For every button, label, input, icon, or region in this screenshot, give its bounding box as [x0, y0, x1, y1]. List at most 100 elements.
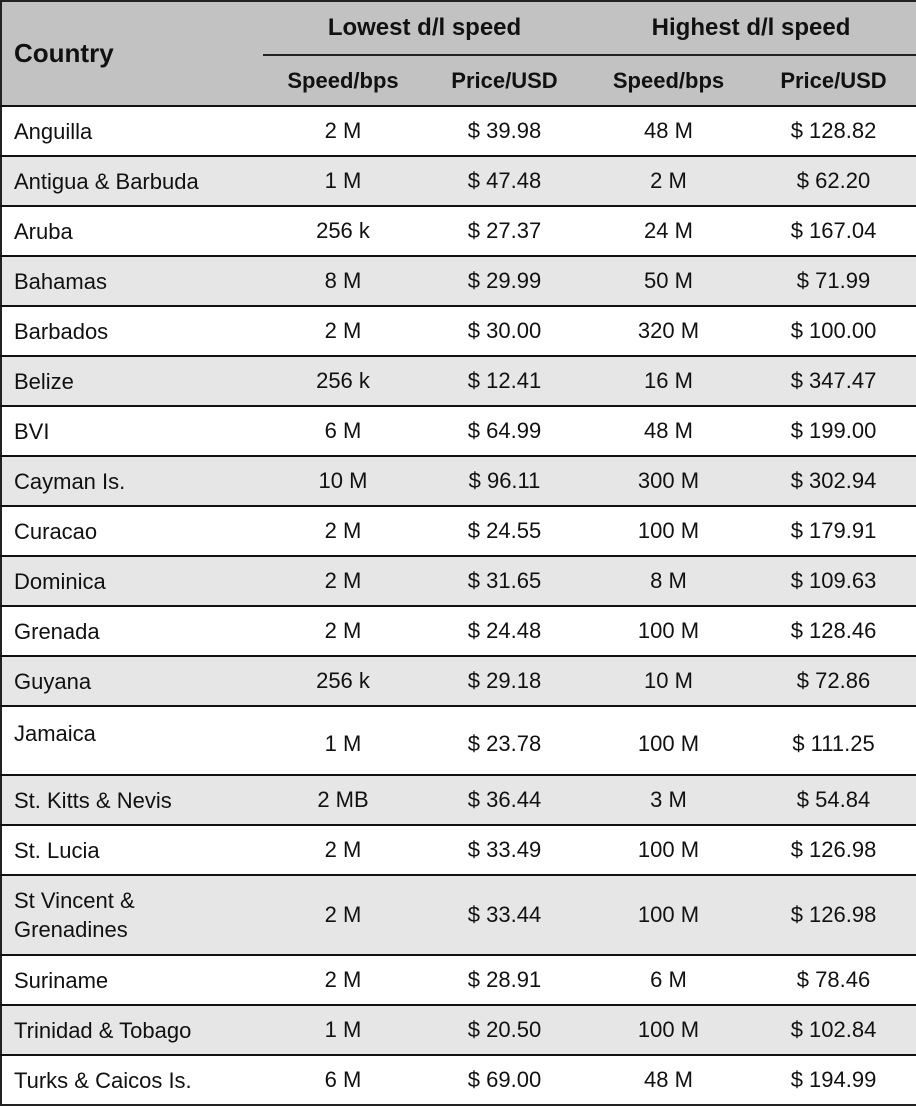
cell-country: St. Kitts & Nevis: [1, 774, 263, 825]
cell-low-speed: 6 M: [263, 1054, 423, 1105]
cell-low-speed: 2 M: [263, 954, 423, 1005]
cell-low-speed: 1 M: [263, 705, 423, 775]
cell-low-speed: 2 M: [263, 874, 423, 955]
cell-country: Grenada: [1, 605, 263, 656]
cell-low-speed: 2 M: [263, 505, 423, 556]
cell-low-price: $ 23.78: [423, 705, 586, 775]
cell-low-price: $ 29.18: [423, 655, 586, 706]
cell-low-price: $ 24.48: [423, 605, 586, 656]
cell-low-price: $ 31.65: [423, 555, 586, 606]
table-row: St. Lucia 2 M $ 33.49 100 M $ 126.98: [1, 824, 916, 875]
cell-high-speed: 48 M: [586, 405, 751, 456]
header-high-price: Price/USD: [751, 55, 916, 106]
cell-high-price: $ 62.20: [751, 155, 916, 206]
header-highest-speed-group: Highest d/l speed: [586, 1, 916, 56]
cell-low-speed: 1 M: [263, 1004, 423, 1055]
cell-low-price: $ 96.11: [423, 455, 586, 506]
table-body: Anguilla 2 M $ 39.98 48 M $ 128.82 Antigua & …: [1, 105, 916, 1105]
cell-country: Trinidad & Tobago: [1, 1004, 263, 1055]
cell-high-speed: 100 M: [586, 605, 751, 656]
cell-low-price: $ 27.37: [423, 205, 586, 256]
cell-high-price: $ 78.46: [751, 954, 916, 1005]
cell-high-speed: 50 M: [586, 255, 751, 306]
cell-country: Turks & Caicos Is.: [1, 1054, 263, 1105]
cell-high-speed: 16 M: [586, 355, 751, 406]
table-row: St Vincent & Grenadines 2 M $ 33.44 100 M $ …: [1, 874, 916, 955]
cell-high-price: $ 128.82: [751, 105, 916, 156]
table-row: Grenada 2 M $ 24.48 100 M $ 128.46: [1, 605, 916, 656]
cell-country: Belize: [1, 355, 263, 406]
cell-low-price: $ 33.44: [423, 874, 586, 955]
table-row: Cayman Is. 10 M $ 96.11 300 M $ 302.94: [1, 455, 916, 506]
cell-low-price: $ 12.41: [423, 355, 586, 406]
cell-high-price: $ 194.99: [751, 1054, 916, 1105]
table-row: Bahamas 8 M $ 29.99 50 M $ 71.99: [1, 255, 916, 306]
cell-high-price: $ 302.94: [751, 455, 916, 506]
cell-high-price: $ 128.46: [751, 605, 916, 656]
cell-low-price: $ 47.48: [423, 155, 586, 206]
cell-high-speed: 48 M: [586, 105, 751, 156]
header-high-speed: Speed/bps: [586, 55, 751, 106]
cell-country: Antigua & Barbuda: [1, 155, 263, 206]
cell-high-price: $ 102.84: [751, 1004, 916, 1055]
cell-high-price: $ 167.04: [751, 205, 916, 256]
header-country: Country: [1, 1, 263, 106]
cell-high-speed: 100 M: [586, 705, 751, 775]
cell-high-price: $ 126.98: [751, 874, 916, 955]
cell-high-speed: 8 M: [586, 555, 751, 606]
cell-high-price: $ 126.98: [751, 824, 916, 875]
table-row: Anguilla 2 M $ 39.98 48 M $ 128.82: [1, 105, 916, 156]
table-row: Turks & Caicos Is. 6 M $ 69.00 48 M $ 194.99: [1, 1054, 916, 1105]
table-row: Belize 256 k $ 12.41 16 M $ 347.47: [1, 355, 916, 406]
cell-low-speed: 256 k: [263, 655, 423, 706]
cell-high-price: $ 72.86: [751, 655, 916, 706]
cell-high-price: $ 100.00: [751, 305, 916, 356]
cell-low-speed: 2 M: [263, 555, 423, 606]
cell-high-price: $ 199.00: [751, 405, 916, 456]
cell-high-price: $ 109.63: [751, 555, 916, 606]
cell-high-price: $ 71.99: [751, 255, 916, 306]
cell-low-speed: 2 M: [263, 824, 423, 875]
header-lowest-speed-group: Lowest d/l speed: [263, 1, 586, 56]
table-row: Suriname 2 M $ 28.91 6 M $ 78.46: [1, 954, 916, 1005]
table-row: Jamaica 1 M $ 23.78 100 M $ 111.25: [1, 705, 916, 775]
table-row: Guyana 256 k $ 29.18 10 M $ 72.86: [1, 655, 916, 706]
cell-low-price: $ 30.00: [423, 305, 586, 356]
cell-high-speed: 300 M: [586, 455, 751, 506]
cell-low-price: $ 36.44: [423, 774, 586, 825]
header-low-speed: Speed/bps: [263, 55, 423, 106]
cell-high-speed: 320 M: [586, 305, 751, 356]
cell-country: Barbados: [1, 305, 263, 356]
table-row: BVI 6 M $ 64.99 48 M $ 199.00: [1, 405, 916, 456]
cell-high-speed: 24 M: [586, 205, 751, 256]
cell-high-speed: 100 M: [586, 505, 751, 556]
cell-high-price: $ 111.25: [751, 705, 916, 775]
cell-country: Curacao: [1, 505, 263, 556]
cell-low-speed: 1 M: [263, 155, 423, 206]
table-row: Barbados 2 M $ 30.00 320 M $ 100.00: [1, 305, 916, 356]
cell-low-price: $ 33.49: [423, 824, 586, 875]
cell-low-speed: 2 MB: [263, 774, 423, 825]
cell-high-speed: 100 M: [586, 1004, 751, 1055]
cell-low-price: $ 69.00: [423, 1054, 586, 1105]
cell-low-price: $ 29.99: [423, 255, 586, 306]
cell-low-price: $ 28.91: [423, 954, 586, 1005]
cell-high-speed: 48 M: [586, 1054, 751, 1105]
cell-low-price: $ 20.50: [423, 1004, 586, 1055]
cell-high-price: $ 179.91: [751, 505, 916, 556]
cell-country: Jamaica: [1, 705, 263, 775]
cell-high-speed: 10 M: [586, 655, 751, 706]
cell-high-price: $ 347.47: [751, 355, 916, 406]
table-row: Antigua & Barbuda 1 M $ 47.48 2 M $ 62.20: [1, 155, 916, 206]
cell-high-price: $ 54.84: [751, 774, 916, 825]
cell-country: St. Lucia: [1, 824, 263, 875]
cell-low-speed: 8 M: [263, 255, 423, 306]
cell-country: Dominica: [1, 555, 263, 606]
cell-high-speed: 100 M: [586, 874, 751, 955]
header-low-price: Price/USD: [423, 55, 586, 106]
table-row: St. Kitts & Nevis 2 MB $ 36.44 3 M $ 54.84: [1, 774, 916, 825]
cell-low-speed: 2 M: [263, 105, 423, 156]
cell-country: Bahamas: [1, 255, 263, 306]
cell-country: Anguilla: [1, 105, 263, 156]
